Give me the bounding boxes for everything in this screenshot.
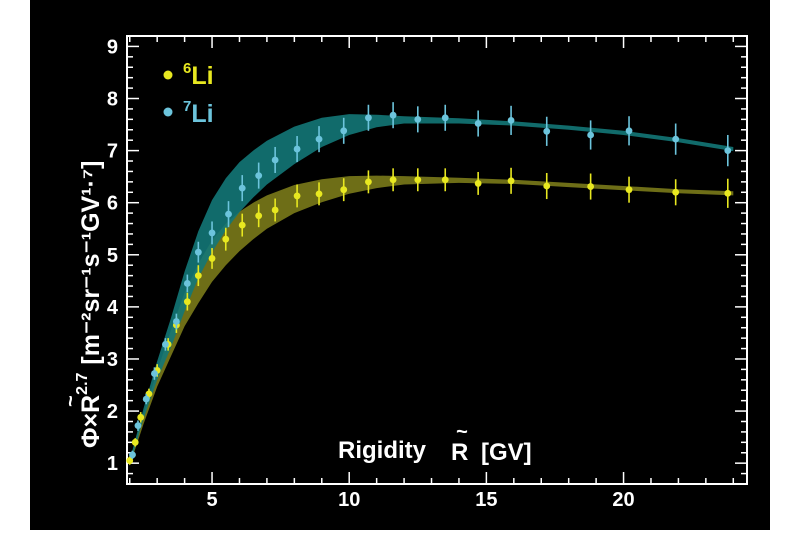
data-point-7li [151, 370, 158, 377]
data-point-7li [389, 111, 397, 119]
y-tick-label: 1 [107, 453, 118, 475]
uncertainty-bands [129, 114, 734, 466]
data-point-7li [315, 135, 323, 143]
x-axis-units: [GV] [481, 439, 532, 466]
legend: 6Li 7Li [163, 60, 214, 128]
data-point-6li [126, 457, 134, 464]
data-point-7li [474, 120, 482, 127]
data-point-7li [255, 172, 263, 180]
legend-6li-mass: 6 [183, 60, 191, 77]
data-point-6li [131, 438, 139, 446]
data-point-7li [129, 451, 136, 459]
data-point-6li [222, 235, 230, 243]
data-point-6li [271, 206, 279, 214]
y-axis-title: Φ×R2.7 [m⁻²sr⁻¹s⁻¹GV¹·⁷] ~ [60, 160, 105, 448]
data-point-7li [225, 210, 232, 218]
data-point-6li [183, 298, 191, 306]
legend-marker-7li [163, 107, 173, 117]
data-point-7li [134, 422, 142, 430]
data-point-7li [238, 184, 246, 192]
data-point-6li [208, 255, 216, 262]
axis-ticks: 5 10 15 20 1 2 3 4 5 6 7 8 9 [107, 35, 747, 511]
data-point-6li [315, 190, 323, 198]
y-tick-label: 5 [107, 245, 118, 267]
data-point-6li [724, 189, 732, 197]
y-tick-label: 2 [107, 401, 118, 423]
legend-6li-element: Li [191, 62, 213, 90]
data-point-6li [340, 186, 348, 194]
data-point-7li [162, 340, 169, 348]
data-point-7li [587, 131, 595, 139]
data-point-7li [340, 127, 348, 135]
chart-panel: 5 10 15 20 1 2 3 4 5 6 7 8 9 6Li 7Li Rigidity ~ R [G… [30, 0, 770, 530]
data-point-6li [507, 177, 515, 185]
data-point-7li [194, 248, 202, 256]
legend-marker-6li [163, 70, 173, 80]
x-axis-tilde: ~ [456, 421, 468, 443]
y-tick-label: 3 [107, 349, 118, 371]
y-tick-label: 9 [107, 36, 118, 58]
data-point-6li [137, 413, 145, 421]
plot-border [126, 35, 748, 485]
data-point-6li [389, 176, 397, 184]
data-point-7li [625, 127, 633, 135]
data-point-7li [208, 229, 216, 237]
y-axis-units: [m⁻²sr⁻¹s⁻¹GV¹·⁷] [77, 160, 105, 364]
data-point-7li [414, 115, 422, 123]
y-tick-label: 6 [107, 193, 118, 215]
data-point-6li [543, 182, 551, 190]
y-tick-label: 8 [107, 89, 118, 111]
data-point-6li [194, 272, 202, 280]
data-point-6li [414, 176, 422, 184]
y-axis-title-text: Φ×R2.7 [m⁻²sr⁻¹s⁻¹GV¹·⁷] [74, 160, 105, 448]
band-7li [129, 114, 734, 466]
x-tick-label: 5 [206, 489, 217, 511]
data-point-6li [255, 212, 263, 220]
data-point-7li [172, 318, 180, 325]
x-tick-label: 15 [475, 489, 497, 511]
x-axis-title: Rigidity ~ R [GV] [338, 421, 532, 466]
data-points [126, 102, 732, 465]
data-point-7li [365, 114, 372, 122]
data-point-7li [507, 116, 515, 124]
data-point-6li [672, 188, 680, 196]
data-point-6li [441, 176, 449, 184]
data-point-7li [441, 114, 449, 122]
plot-frame [126, 35, 748, 485]
data-point-6li [365, 178, 372, 186]
data-point-7li [543, 127, 551, 135]
data-point-6li [238, 221, 246, 229]
data-point-7li [293, 145, 301, 153]
data-point-7li [142, 395, 150, 403]
data-point-6li [587, 183, 595, 190]
y-tick-label: 7 [107, 141, 118, 163]
x-axis-name: Rigidity [338, 437, 427, 464]
legend-label-7li: 7Li [183, 98, 214, 128]
data-point-6li [474, 180, 482, 187]
y-axis-tilde: ~ [60, 395, 82, 407]
x-axis-symbol: R [451, 439, 468, 466]
data-point-6li [625, 186, 633, 194]
data-point-7li [271, 156, 279, 164]
data-point-7li [672, 135, 680, 143]
y-axis-symbol: Φ×R [77, 395, 105, 448]
x-tick-label: 20 [612, 489, 634, 511]
y-tick-label: 4 [107, 297, 119, 319]
legend-7li-mass: 7 [183, 98, 191, 115]
data-point-6li [145, 390, 153, 398]
data-point-7li [183, 280, 191, 287]
legend-7li-element: Li [191, 100, 213, 128]
data-point-7li [724, 147, 732, 155]
y-axis-exponent: 2.7 [74, 372, 91, 394]
x-tick-label: 10 [338, 489, 360, 511]
legend-label-6li: 6Li [183, 60, 214, 90]
data-point-6li [293, 192, 301, 200]
